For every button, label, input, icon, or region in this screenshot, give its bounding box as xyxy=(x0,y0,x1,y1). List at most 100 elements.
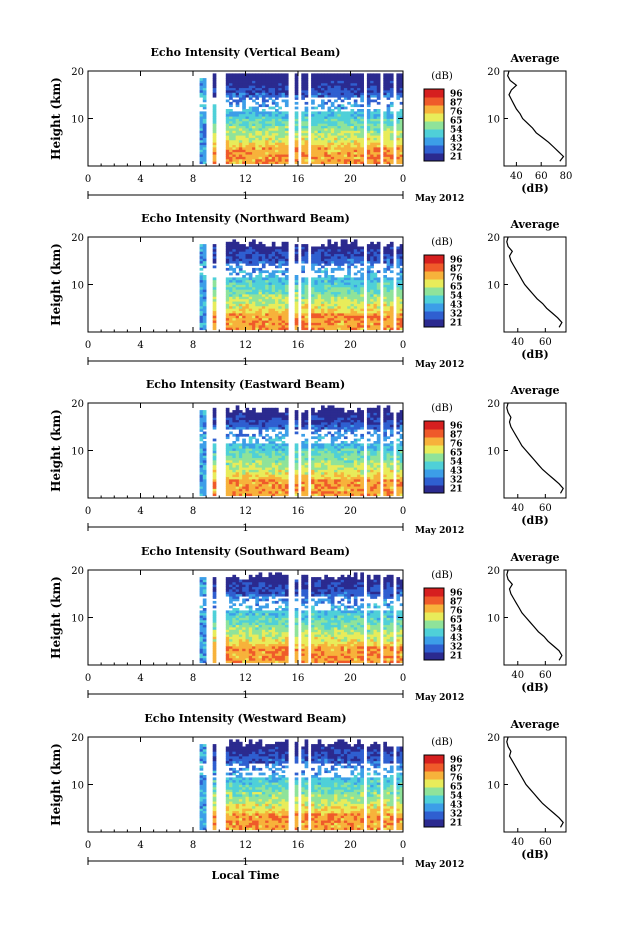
heat-cell xyxy=(324,448,328,451)
heat-cell xyxy=(399,313,404,316)
heat-cell xyxy=(373,308,378,312)
heat-cell xyxy=(265,426,269,430)
heat-cell xyxy=(353,87,358,91)
heat-cell xyxy=(327,419,332,423)
heat-cell xyxy=(255,308,259,312)
heat-cell xyxy=(347,151,351,155)
heat-cell xyxy=(383,279,387,283)
heat-cell xyxy=(324,111,328,115)
heat-cell xyxy=(340,301,345,304)
heat-cell xyxy=(294,426,299,430)
heat-cell xyxy=(301,85,305,89)
colorbar-segment xyxy=(424,279,444,288)
heat-cell xyxy=(284,128,289,131)
heat-cell xyxy=(337,422,342,425)
heat-cell xyxy=(376,109,381,112)
heat-cell xyxy=(242,296,246,300)
heat-cell xyxy=(314,87,319,91)
heat-cell xyxy=(340,113,345,117)
heat-cell xyxy=(229,443,233,447)
heat-cell xyxy=(389,151,394,155)
heat-cell xyxy=(334,277,338,281)
heat-cell xyxy=(357,493,361,497)
heat-cell xyxy=(399,251,404,255)
heat-cell xyxy=(383,80,387,84)
heat-cell xyxy=(347,132,351,136)
heat-cell xyxy=(235,455,240,459)
heat-cell xyxy=(199,156,204,160)
colorbar-tick-label: 76 xyxy=(450,108,463,118)
heat-cell xyxy=(261,109,266,112)
heat-cell xyxy=(242,305,246,309)
heat-cell xyxy=(294,73,299,77)
heat-cell xyxy=(314,327,319,331)
heat-cell xyxy=(258,424,263,428)
heat-cell xyxy=(261,286,266,290)
heat-cell xyxy=(268,327,273,331)
heat-cell xyxy=(258,75,263,79)
heat-cell xyxy=(232,457,237,461)
heat-cell xyxy=(357,467,361,470)
heat-cell xyxy=(212,154,217,157)
heat-cell xyxy=(255,324,259,328)
heat-cell xyxy=(337,82,342,86)
heat-cell xyxy=(347,260,351,264)
heat-cell xyxy=(242,106,246,110)
heat-cell xyxy=(304,422,309,425)
heat-cell xyxy=(252,139,256,143)
heat-cell xyxy=(360,315,364,319)
heat-cell xyxy=(376,483,381,487)
heat-cell xyxy=(294,448,299,451)
heat-cell xyxy=(340,151,345,155)
heat-cell xyxy=(347,80,351,84)
heat-cell xyxy=(212,417,217,421)
heat-cell xyxy=(343,474,348,478)
heat-cell xyxy=(252,471,256,475)
heat-cell xyxy=(199,92,204,96)
heat-cell xyxy=(327,251,332,255)
heat-cell xyxy=(317,308,322,312)
heat-cell xyxy=(281,441,286,444)
heat-cell xyxy=(396,139,401,143)
heat-cell xyxy=(225,410,230,413)
heat-cell xyxy=(255,471,259,475)
heat-cell xyxy=(261,327,266,331)
heat-cell xyxy=(281,320,286,323)
heat-cell xyxy=(255,445,259,449)
heat-cell xyxy=(311,80,315,84)
heat-cell xyxy=(278,462,282,466)
heat-cell xyxy=(232,144,237,148)
heat-cell xyxy=(327,450,332,454)
heat-cell xyxy=(278,125,282,129)
heat-cell xyxy=(317,92,322,96)
heat-cell xyxy=(202,135,207,138)
heat-cell xyxy=(337,123,342,127)
heat-cell xyxy=(383,317,387,321)
heat-cell xyxy=(334,483,338,487)
heat-cell xyxy=(235,405,240,409)
heat-cell xyxy=(199,94,204,98)
heat-cell xyxy=(199,445,204,449)
heat-cell xyxy=(252,118,256,122)
heat-cell xyxy=(386,97,391,100)
heat-cell xyxy=(350,483,355,487)
heat-cell xyxy=(242,147,246,150)
heat-cell xyxy=(261,104,266,108)
heat-cell xyxy=(370,142,374,146)
heat-cell xyxy=(337,488,342,492)
heat-cell xyxy=(314,256,319,259)
heat-cell xyxy=(324,426,328,430)
heat-cell xyxy=(340,258,345,262)
heat-cell xyxy=(265,85,269,89)
heat-cell xyxy=(229,111,233,115)
heat-cell xyxy=(330,488,335,492)
heat-cell xyxy=(360,260,364,264)
heat-cell xyxy=(281,324,286,328)
heat-cell xyxy=(294,258,299,262)
heat-cell xyxy=(238,118,243,122)
heat-cell xyxy=(317,474,322,478)
heat-cell xyxy=(317,298,322,302)
heat-cell xyxy=(343,452,348,456)
heat-cell xyxy=(232,267,237,271)
heat-cell xyxy=(347,303,351,307)
